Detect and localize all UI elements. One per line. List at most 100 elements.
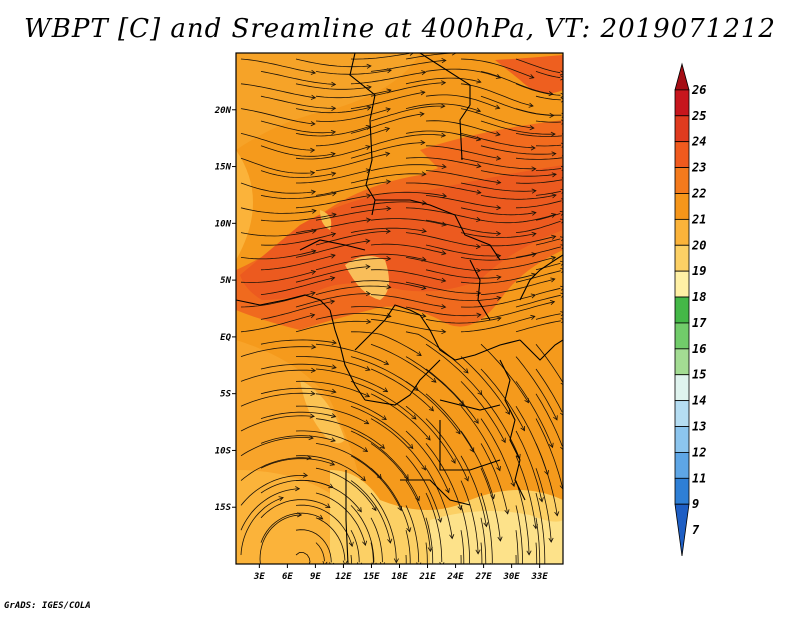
streamline <box>535 313 561 320</box>
streamline <box>515 270 561 283</box>
streamline-arrow <box>311 344 317 350</box>
colorbar-label: 19 <box>692 264 706 278</box>
streamline-arrow <box>360 476 366 482</box>
streamline-arrow <box>531 252 537 258</box>
streamline-arrow <box>505 409 510 415</box>
streamline-arrow <box>331 388 337 394</box>
streamline <box>315 542 325 562</box>
streamline-arrow <box>560 75 563 81</box>
streamline <box>240 474 308 506</box>
streamline <box>350 91 425 109</box>
streamline <box>315 285 391 295</box>
streamline <box>350 142 425 159</box>
streamline <box>370 243 446 255</box>
streamline <box>515 133 563 137</box>
streamline <box>350 280 426 289</box>
streamline-arrow <box>383 360 390 365</box>
streamline <box>480 235 556 247</box>
streamline <box>460 83 534 107</box>
streamline <box>515 83 561 96</box>
colorbar-swatch <box>674 452 690 479</box>
streamline <box>515 179 563 184</box>
streamline-arrow <box>534 568 538 572</box>
streamline <box>405 381 461 435</box>
streamline-arrow <box>559 260 563 266</box>
colorbar-top-arrow <box>674 62 690 91</box>
streamline-arrow <box>526 550 532 556</box>
streamline <box>370 393 431 441</box>
streamline <box>535 144 562 147</box>
streamline <box>370 82 446 97</box>
streamline <box>460 157 536 170</box>
y-tick-label: 15S <box>215 503 232 513</box>
streamline <box>460 207 536 216</box>
x-axis: 3E 6E 9E 12E 15E 18E 21E 24E 27E 30E 33E <box>253 564 548 582</box>
streamline <box>405 405 456 464</box>
streamline <box>425 393 475 453</box>
streamline-arrow <box>475 107 482 113</box>
streamline-arrow <box>496 275 502 281</box>
streamline <box>315 517 346 561</box>
colorbar-swatch <box>674 322 690 350</box>
streamline <box>350 505 375 563</box>
streamline-arrow <box>421 285 427 291</box>
streamline <box>370 269 446 282</box>
streamline-arrow <box>476 267 482 274</box>
streamline <box>260 71 336 85</box>
streamline <box>350 253 426 261</box>
streamline-arrow <box>496 231 502 237</box>
streamline <box>460 273 536 284</box>
streamline <box>350 381 417 420</box>
streamline-arrow <box>441 192 448 199</box>
colorbar-swatch <box>674 296 690 324</box>
streamline-arrow <box>451 53 457 56</box>
streamline-arrow <box>302 472 309 478</box>
streamline <box>515 294 561 308</box>
streamline-arrow <box>476 163 482 169</box>
streamline <box>295 195 371 209</box>
streamline <box>260 387 336 395</box>
streamline-arrow <box>421 171 427 177</box>
colorbar-label: 22 <box>691 186 706 200</box>
streamline-arrow <box>322 560 328 564</box>
streamline <box>425 269 501 279</box>
streamline-arrow <box>309 170 316 176</box>
streamline <box>370 542 374 564</box>
streamline-arrow <box>365 145 371 150</box>
streamline <box>295 504 353 547</box>
streamline-arrow <box>455 429 461 435</box>
streamline <box>260 339 337 345</box>
footer-credit: GrADS: IGES/COLA <box>4 601 91 611</box>
streamline <box>535 492 546 564</box>
streamline <box>295 83 372 90</box>
streamline <box>405 480 431 552</box>
streamline-arrow <box>309 313 316 319</box>
streamline <box>260 233 336 246</box>
streamline <box>260 512 323 543</box>
streamline <box>350 227 427 233</box>
streamline-arrow <box>365 238 371 244</box>
streamline-arrow <box>560 92 563 98</box>
streamline-arrow <box>421 70 427 76</box>
x-tick-label: 27E <box>474 572 492 582</box>
streamline-arrow <box>464 476 469 482</box>
streamline-arrow <box>559 210 563 216</box>
streamline <box>295 552 311 563</box>
streamline-arrow <box>311 208 317 214</box>
streamline-arrow <box>483 522 489 528</box>
streamline <box>350 530 360 563</box>
x-tick-label: 24E <box>446 572 464 582</box>
streamline <box>425 542 428 564</box>
colorbar-label: 14 <box>692 394 706 408</box>
streamline-arrow <box>330 129 337 135</box>
streamline-arrow <box>278 496 284 502</box>
streamline <box>515 320 561 333</box>
streamline-arrow <box>550 277 556 283</box>
streamline-arrow <box>329 299 336 305</box>
streamline-arrow <box>441 221 447 227</box>
streamline <box>240 346 316 357</box>
streamline <box>350 113 424 134</box>
streamline <box>315 108 391 122</box>
streamline-arrow <box>365 264 371 270</box>
streamline <box>370 443 420 501</box>
